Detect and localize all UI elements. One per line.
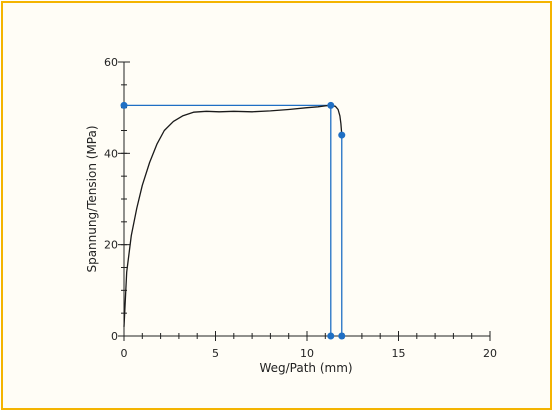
data-point — [338, 332, 346, 340]
guide-lines — [124, 104, 343, 336]
y-tick-label: 40 — [104, 147, 118, 160]
data-point — [327, 101, 335, 109]
axes — [118, 61, 491, 341]
x-tick-label: 10 — [300, 347, 314, 360]
chart-frame — [1, 1, 552, 410]
x-tick-label: 15 — [392, 347, 406, 360]
y-axis-label: Spannung/Tension (MPa) — [85, 125, 99, 272]
x-tick-label: 0 — [121, 347, 128, 360]
x-axis-label: Weg/Path (mm) — [259, 361, 352, 375]
x-tick-label: 20 — [483, 347, 497, 360]
stress-curve — [123, 104, 343, 327]
y-tick-label: 0 — [111, 330, 118, 343]
x-tick-label: 5 — [212, 347, 219, 360]
data-point — [327, 332, 335, 340]
markers — [120, 101, 346, 340]
data-point — [120, 101, 128, 109]
labels: 0 5 10 15 20 0 20 40 60 — [104, 56, 497, 360]
y-tick-label: 60 — [104, 56, 118, 69]
y-tick-label: 20 — [104, 239, 118, 252]
curve-layer — [123, 104, 343, 327]
data-point — [338, 131, 346, 139]
